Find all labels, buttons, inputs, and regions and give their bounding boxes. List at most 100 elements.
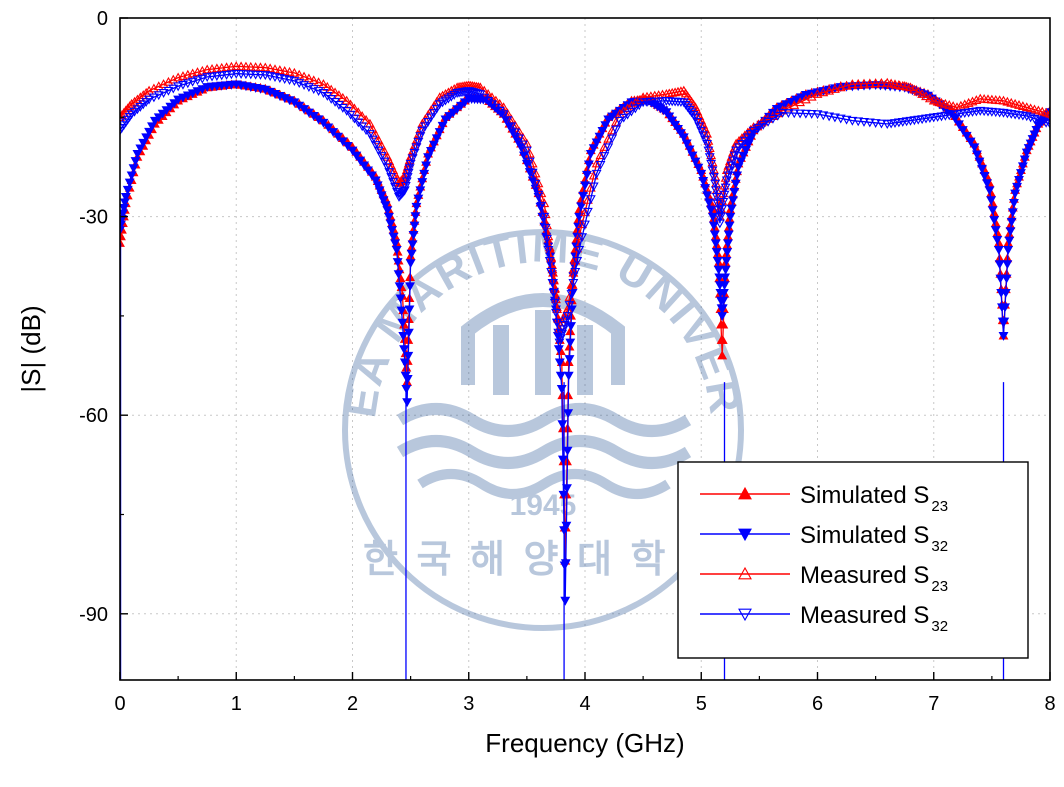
data-point xyxy=(713,265,724,275)
data-point xyxy=(153,91,164,101)
data-point xyxy=(255,62,266,72)
data-point xyxy=(745,130,756,139)
data-point xyxy=(1033,116,1044,126)
data-point xyxy=(383,212,394,222)
data-point xyxy=(536,188,547,198)
data-point xyxy=(876,119,887,129)
data-point xyxy=(859,117,869,127)
data-point xyxy=(407,154,418,164)
data-point xyxy=(742,127,753,137)
data-point xyxy=(402,375,413,384)
data-point xyxy=(562,446,573,456)
data-point xyxy=(1045,108,1050,118)
data-point xyxy=(847,79,858,88)
data-point xyxy=(1003,245,1014,255)
data-point xyxy=(687,151,698,161)
data-point xyxy=(120,231,126,241)
data-point xyxy=(370,141,381,151)
data-point xyxy=(506,122,517,132)
data-point xyxy=(841,115,852,125)
data-point xyxy=(544,256,555,266)
data-point xyxy=(1045,120,1050,130)
data-point xyxy=(426,146,436,156)
data-point xyxy=(694,122,705,132)
data-point xyxy=(714,212,725,222)
data-point xyxy=(667,87,678,97)
data-point xyxy=(716,212,726,222)
data-point xyxy=(192,87,203,97)
data-point xyxy=(714,273,725,283)
data-point xyxy=(554,358,565,368)
watermark-bottom-text: 한 국 해 양 대 학 교 xyxy=(363,539,723,581)
data-point xyxy=(178,93,188,103)
data-point xyxy=(527,168,538,178)
data-point xyxy=(572,256,583,266)
data-point xyxy=(132,94,143,104)
data-point xyxy=(564,355,575,365)
data-point xyxy=(742,133,753,143)
data-point xyxy=(954,120,964,130)
data-point xyxy=(279,66,290,75)
data-point xyxy=(924,93,935,103)
data-point xyxy=(141,133,152,143)
x-tick-label: 2 xyxy=(347,693,358,715)
data-point xyxy=(595,160,606,170)
data-point xyxy=(148,93,159,103)
data-point xyxy=(994,260,1005,270)
data-point xyxy=(382,163,393,173)
x-axis-title: Frequency (GHz) xyxy=(485,728,684,758)
data-point xyxy=(870,78,881,88)
data-point xyxy=(413,194,424,204)
data-point xyxy=(308,75,319,85)
data-point xyxy=(661,108,672,118)
data-point xyxy=(800,109,811,119)
data-point xyxy=(236,61,247,71)
data-point xyxy=(710,239,721,249)
data-point xyxy=(974,157,985,167)
data-point xyxy=(182,91,193,101)
data-point xyxy=(405,159,416,169)
data-point xyxy=(853,78,864,88)
data-point xyxy=(539,198,550,208)
data-point xyxy=(566,322,576,331)
data-point xyxy=(630,97,641,107)
data-point xyxy=(1014,175,1024,185)
data-point xyxy=(664,88,675,98)
data-point xyxy=(542,234,552,244)
data-point xyxy=(678,133,689,143)
data-point xyxy=(289,67,300,77)
data-point xyxy=(396,306,407,316)
data-point xyxy=(411,202,422,212)
data-point xyxy=(342,142,353,151)
data-point xyxy=(734,143,744,153)
data-point xyxy=(812,110,823,120)
data-point xyxy=(130,157,141,167)
data-point xyxy=(318,118,329,128)
data-point xyxy=(992,236,1003,245)
data-point xyxy=(626,107,637,117)
data-point xyxy=(514,134,525,144)
data-point xyxy=(533,178,544,188)
data-point xyxy=(708,173,719,183)
data-point xyxy=(812,88,823,98)
data-point xyxy=(417,178,428,187)
data-point xyxy=(551,308,561,318)
data-point xyxy=(533,190,544,200)
data-point xyxy=(393,270,404,280)
data-point xyxy=(562,484,572,494)
data-point xyxy=(702,140,712,149)
data-point xyxy=(390,183,401,192)
legend-label-subscript: 23 xyxy=(931,578,948,595)
y-axis-title: |S| (dB) xyxy=(16,305,46,392)
data-point xyxy=(591,158,602,168)
data-point xyxy=(722,248,733,258)
data-point xyxy=(986,196,997,206)
data-point xyxy=(776,102,787,112)
data-point xyxy=(835,114,846,124)
data-point xyxy=(704,153,715,163)
legend-marker xyxy=(738,486,752,500)
data-point xyxy=(157,109,168,119)
data-point xyxy=(347,146,358,156)
data-point xyxy=(741,145,751,155)
data-point xyxy=(739,136,750,146)
